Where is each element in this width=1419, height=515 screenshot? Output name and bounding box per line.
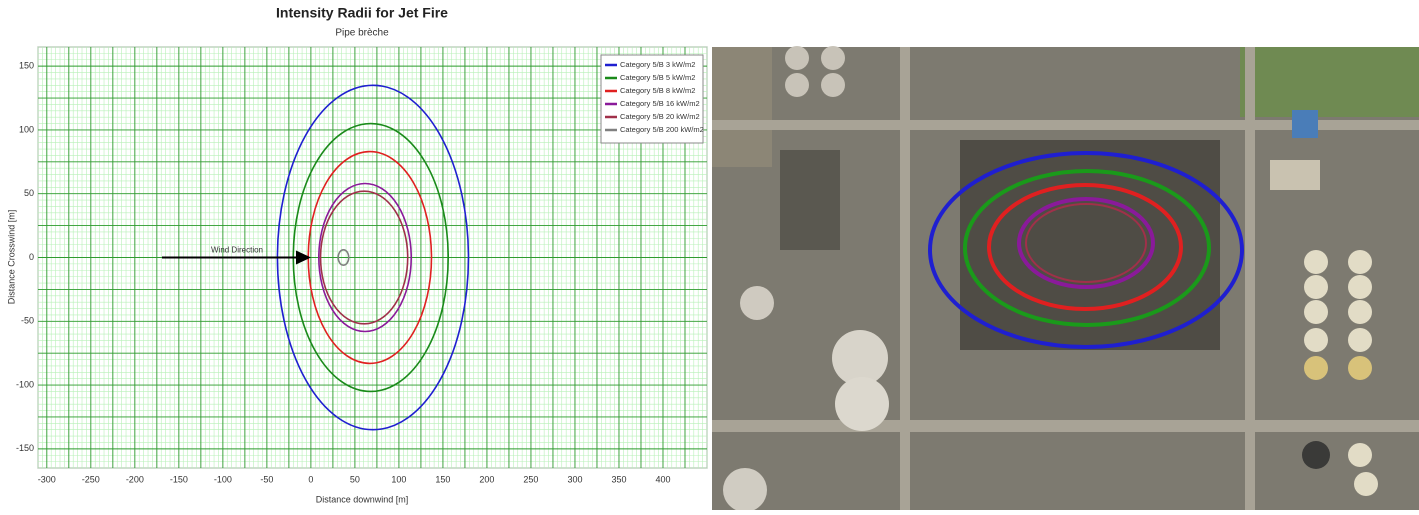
annotation: Wind Direction [211,246,263,255]
chart: Intensity Radii for Jet Fire Pipe brèche… [6,5,708,504]
tank [740,286,774,320]
legend-label: Category 5/B 200 kW/m2 [620,125,704,134]
tank [821,46,845,70]
x-tick-label: -200 [126,474,144,484]
overlay-ellipses [928,151,1244,349]
building [1292,110,1318,138]
y-tick-label: 0 [29,252,34,262]
legend-label: Category 5/B 8 kW/m2 [620,86,695,95]
ground [712,47,772,167]
x-tick-label: -50 [260,474,273,484]
y-axis-label: Distance Crosswind [m] [6,210,16,305]
x-tick-label: -300 [38,474,56,484]
legend-label: Category 5/B 16 kW/m2 [620,99,700,108]
x-tick-label: -150 [170,474,188,484]
legend-label: Category 5/B 20 kW/m2 [620,112,700,121]
chart-title: Intensity Radii for Jet Fire [276,5,448,21]
x-tick-label: -100 [214,474,232,484]
x-tick-label: 150 [435,474,450,484]
legend-label: Category 5/B 5 kW/m2 [620,73,695,82]
chart-subtitle: Pipe brèche [335,28,389,39]
wind-arrow-head [296,250,311,265]
x-tick-label: 50 [350,474,360,484]
tank [785,73,809,97]
tank [785,46,809,70]
x-tick-label: -250 [82,474,100,484]
road [1245,47,1255,510]
field [1240,47,1419,117]
x-tick-label: 350 [611,474,626,484]
y-tick-label: 150 [19,61,34,71]
y-tick-label: -150 [16,443,34,453]
road [712,420,1419,432]
tank [835,377,889,431]
x-tick-label: 100 [391,474,406,484]
x-axis-label: Distance downwind [m] [316,494,409,504]
road [712,120,1419,130]
x-tick-label: 300 [567,474,582,484]
plant-area [960,140,1220,350]
x-tick-label: 250 [523,474,538,484]
y-tick-label: -50 [21,316,34,326]
radius-ellipse [319,190,409,325]
building [1270,160,1320,190]
y-tick-label: -100 [16,379,34,389]
radius-ellipse [318,182,413,333]
radius-ellipse [337,249,350,266]
legend-box [600,54,704,144]
legend-label: Category 5/B 3 kW/m2 [620,60,695,69]
y-tick-label: 50 [24,188,34,198]
x-tick-label: 0 [308,474,313,484]
tank [723,468,767,512]
road [900,47,910,510]
tank [832,330,888,386]
y-tick-label: 100 [19,124,34,134]
x-tick-label: 400 [655,474,670,484]
tank-row [1302,250,1378,496]
x-tick-label: 200 [479,474,494,484]
tank [821,73,845,97]
building [780,150,840,250]
aerial-image [712,46,1419,512]
